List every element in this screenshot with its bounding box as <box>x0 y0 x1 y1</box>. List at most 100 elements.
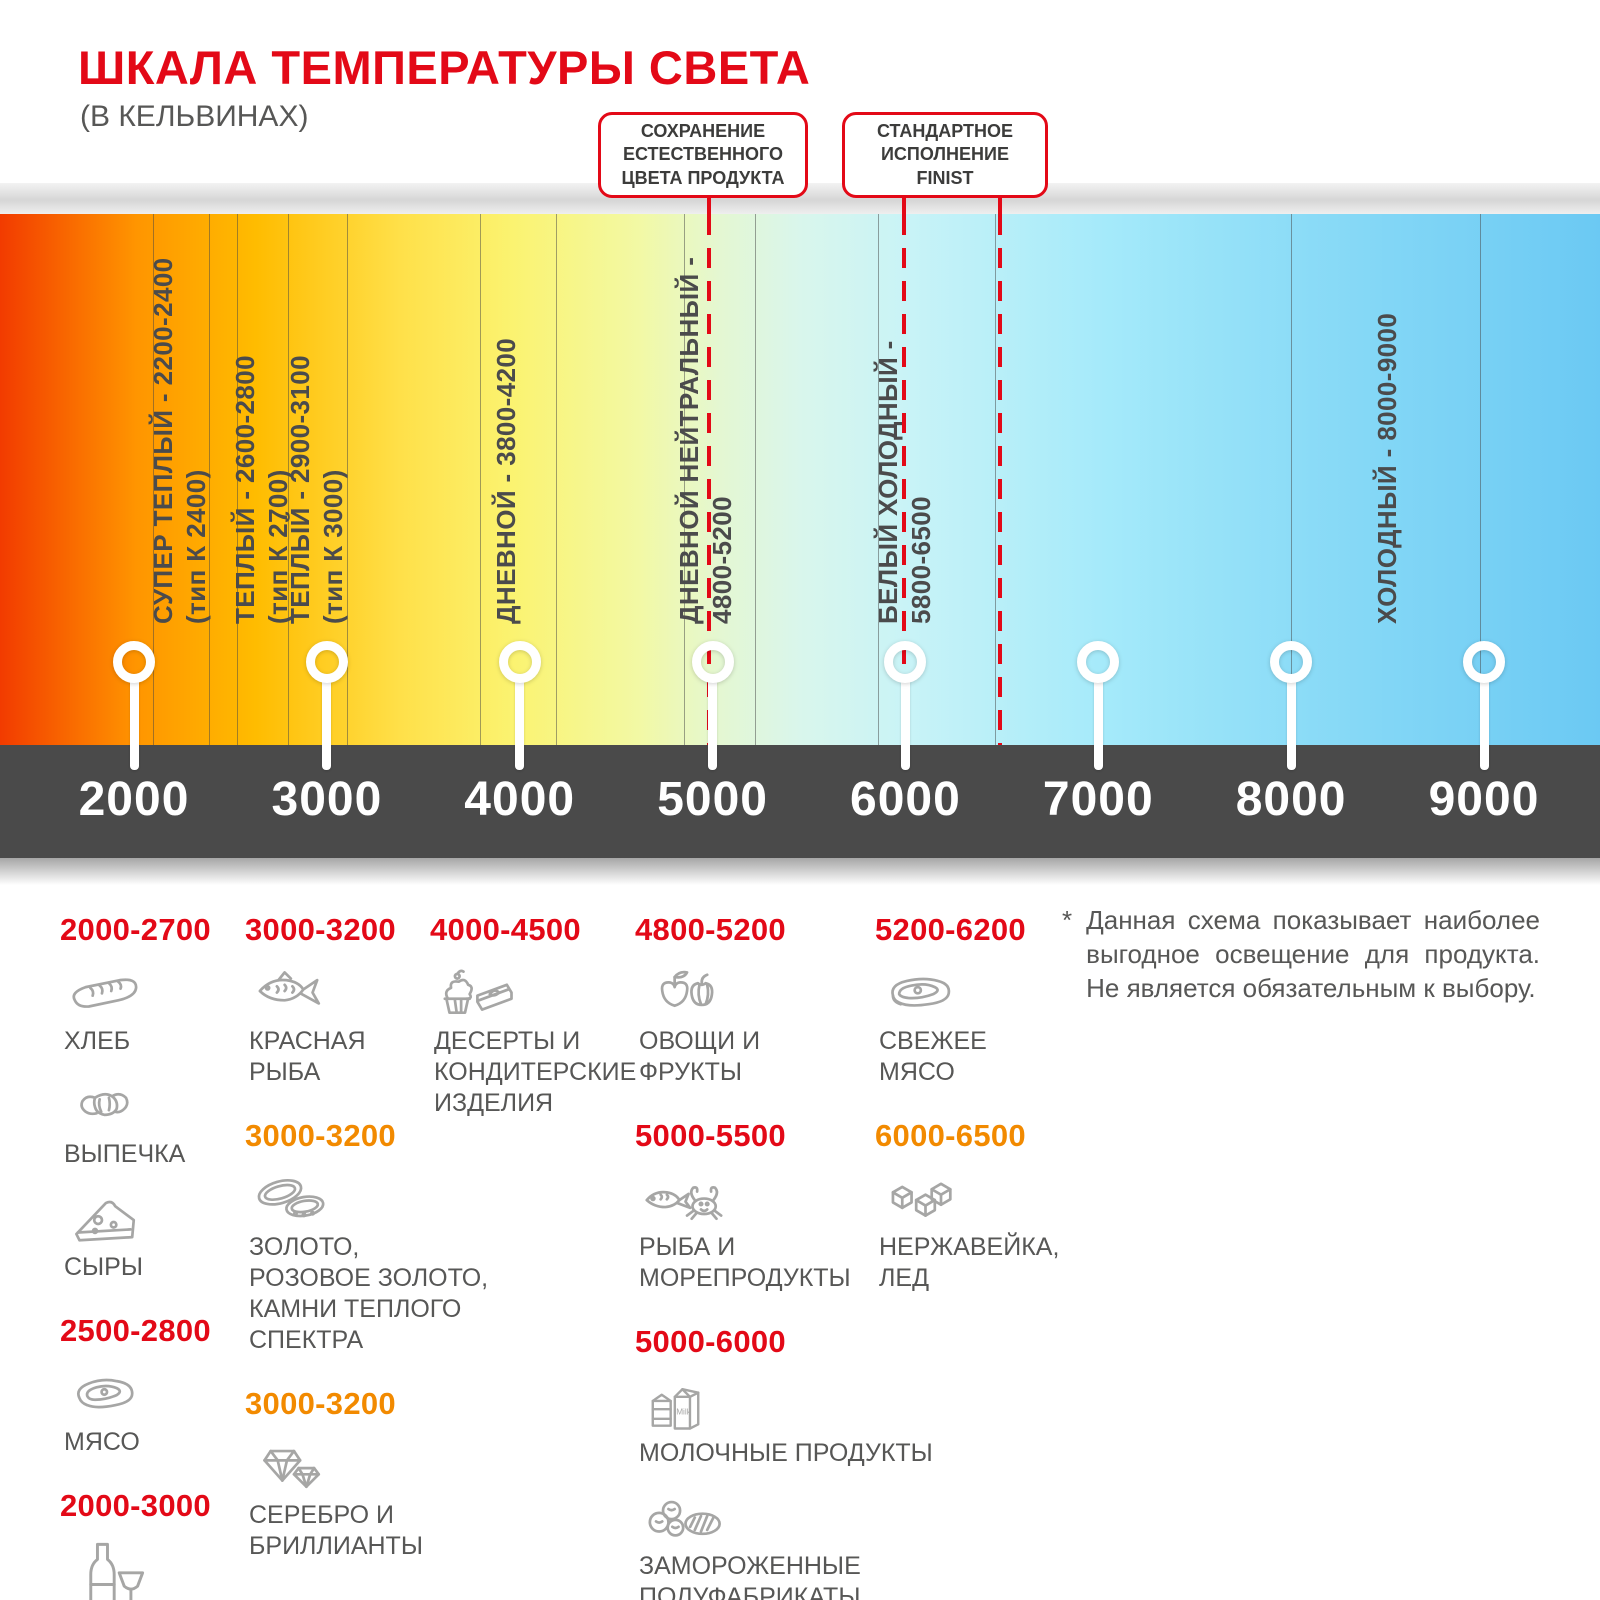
band-label: ТЕПЛЫЙ - 2900-3100 (тип К 3000) <box>284 355 350 624</box>
legend-item: ЗОЛОТО, РОЗОВОЕ ЗОЛОТО, КАМНИ ТЕПЛОГО СП… <box>245 1166 489 1356</box>
footnote-text: Данная схема показывает наиболее выгодно… <box>1086 905 1540 1003</box>
alcohol-icon <box>64 1536 184 1600</box>
legend-item: КРАСНАЯ РЫБА <box>245 960 460 1088</box>
steak-icon <box>879 960 999 1022</box>
frozen-icon <box>639 1485 759 1547</box>
callout-natural-color: СОХРАНЕНИЕ ЕСТЕСТВЕННОГО ЦВЕТА ПРОДУКТА <box>598 112 808 198</box>
tick-marker-stem <box>708 678 718 770</box>
legend-item: Milk МОЛОЧНЫЕ ПРОДУКТЫ <box>635 1372 933 1469</box>
page-subtitle: (В КЕЛЬВИНАХ) <box>80 100 309 133</box>
range-boundary-line <box>287 214 289 745</box>
callout-leader-line <box>997 193 1002 215</box>
range-heading: 3000-3200 <box>245 1386 396 1421</box>
legend-item-label: КРАСНАЯ РЫБА <box>249 1027 366 1086</box>
axis-tick-label: 2000 <box>78 773 190 826</box>
callout-dashed-line <box>706 215 711 745</box>
legend-item-label: ОВОЩИ И ФРУКТЫ <box>639 1027 761 1086</box>
range-heading: 4800-5200 <box>635 912 786 947</box>
tick-marker-circle <box>1077 641 1120 683</box>
legend-item-label: ЗАМОРОЖЕННЫЕ ПОЛУФАБРИКАТЫ <box>639 1552 861 1600</box>
legend-item-label: СЕРЕБРО И БРИЛЛИАНТЫ <box>249 1501 423 1560</box>
axis-tick-label: 9000 <box>1428 773 1540 826</box>
legend-item: СВЕЖЕЕ МЯСО <box>875 960 1080 1088</box>
band-label-main: ТЕПЛЫЙ - 2600-2800 <box>230 355 261 624</box>
legend-item: ХЛЕБ <box>60 960 240 1057</box>
band-label-main: ТЕПЛЫЙ - 2900-3100 <box>285 355 316 624</box>
axis-bar-shadow <box>0 858 1600 885</box>
legend-item: ВЫПЕЧКА <box>60 1073 240 1170</box>
callout-leader-line <box>706 193 711 215</box>
legend-item-label: НЕРЖАВЕЙКА, ЛЕД <box>879 1233 1060 1292</box>
range-heading: 3000-3200 <box>245 912 396 947</box>
range-boundary-line <box>237 214 238 745</box>
legend-column: 4000-4500 ДЕСЕРТЫ И КОНДИТЕРСКИЕ ИЗДЕЛИЯ <box>430 912 645 1149</box>
range-heading: 5000-5500 <box>635 1118 786 1153</box>
legend-column: 2000-2700 ХЛЕБ ВЫПЕЧКА СЫРЫ 2500-2800 МЯСО 200… <box>60 912 240 1600</box>
kelvin-axis-bar <box>0 745 1600 858</box>
tick-marker-circle <box>1463 641 1505 683</box>
rings-icon <box>249 1166 369 1228</box>
legend-column: 3000-3200 КРАСНАЯ РЫБА 3000-3200 ЗОЛОТО, РО… <box>245 912 489 1592</box>
tick-marker-stem <box>515 678 525 770</box>
legend-item: РЫБА И МОРЕПРОДУКТЫ <box>635 1166 885 1294</box>
tick-marker-stem <box>129 678 139 770</box>
legend-item: ДЕСЕРТЫ И КОНДИТЕРСКИЕ ИЗДЕЛИЯ <box>430 960 645 1119</box>
kelvin-gradient-bar <box>0 214 1600 745</box>
tick-marker-circle <box>691 641 734 683</box>
tick-marker-stem <box>1479 678 1489 770</box>
range-boundary-line <box>1480 214 1481 745</box>
callout-standard-finist-text: СТАНДАРТНОЕ ИСПОЛНЕНИЕ FINIST <box>876 121 1013 188</box>
tick-marker-circle <box>113 641 155 683</box>
band-label: СУПЕР ТЕПЛЫЙ - 2200-2400 (тип К 2400) <box>147 257 213 624</box>
legend-item-label: МОЛОЧНЫЕ ПРОДУКТЫ <box>639 1439 933 1467</box>
range-boundary-line <box>152 214 154 745</box>
band-label-sub: 4800-5200 <box>707 496 737 624</box>
range-heading: 2500-2800 <box>60 1313 211 1348</box>
range-boundary-line <box>878 214 879 745</box>
callout-dashed-line <box>901 215 906 745</box>
footnote: * Данная схема показывает наиболее выгод… <box>1062 903 1540 1005</box>
tick-marker-stem <box>1286 678 1296 770</box>
range-heading: 2000-3000 <box>60 1488 211 1523</box>
range-boundary-line <box>1291 214 1293 745</box>
dairy-icon: Milk <box>639 1372 759 1434</box>
tick-marker-circle <box>305 641 348 683</box>
range-boundary-line <box>994 214 996 745</box>
page-title: ШКАЛА ТЕМПЕРАТУРЫ СВЕТА <box>78 41 811 94</box>
legend-item-label: СЫРЫ <box>64 1253 143 1281</box>
legend-item: АКОГОЛЬ <box>60 1536 240 1600</box>
band-label-main: ДНЕВНОЙ - 3800-4200 <box>490 337 521 624</box>
tick-marker-stem <box>900 678 910 770</box>
tick-marker-stem <box>322 678 332 770</box>
band-label: ДНЕВНОЙ - 3800-4200 <box>490 338 523 624</box>
legend-item-label: ВЫПЕЧКА <box>64 1140 186 1168</box>
range-heading: 5200-6200 <box>875 912 1026 947</box>
band-label: ХОЛОДНЫЙ - 8000-9000 <box>1371 313 1404 624</box>
range-heading: 6000-6500 <box>875 1118 1026 1153</box>
footnote-asterisk: * <box>1062 905 1073 935</box>
legend-item: МЯСО <box>60 1361 240 1458</box>
legend-item: ЗАМОРОЖЕННЫЕ ПОЛУФАБРИКАТЫ <box>635 1485 885 1600</box>
callout-natural-color-text: СОХРАНЕНИЕ ЕСТЕСТВЕННОГО ЦВЕТА ПРОДУКТА <box>621 121 785 188</box>
tick-marker-circle <box>1270 641 1313 683</box>
tick-marker-stem <box>1093 678 1103 770</box>
range-heading: 4000-4500 <box>430 912 581 947</box>
legend-item-label: ЗОЛОТО, РОЗОВОЕ ЗОЛОТО, КАМНИ ТЕПЛОГО СП… <box>249 1233 489 1354</box>
legend-group: 4000-4500 ДЕСЕРТЫ И КОНДИТЕРСКИЕ ИЗДЕЛИЯ <box>430 912 645 1119</box>
meat-icon <box>64 1361 184 1423</box>
axis-tick-label: 3000 <box>271 773 383 826</box>
legend-item: НЕРЖАВЕЙКА, ЛЕД <box>875 1166 1080 1294</box>
legend-item: ОВОЩИ И ФРУКТЫ <box>635 960 885 1088</box>
range-boundary-line <box>755 214 756 745</box>
callout-leader-line <box>901 193 906 215</box>
legend-group: 3000-3200 ЗОЛОТО, РОЗОВОЕ ЗОЛОТО, КАМНИ Т… <box>245 1118 489 1356</box>
legend-item-label: ХЛЕБ <box>64 1027 131 1055</box>
band-label-main: БЕЛЫЙ ХОЛОДНЫЙ - <box>872 340 903 624</box>
croissant-icon <box>64 1073 184 1135</box>
range-boundary-line <box>209 214 210 745</box>
legend-group: 5000-6000 Milk МОЛОЧНЫЕ ПРОДУКТЫ ЗАМОРОЖЕНН… <box>635 1324 933 1600</box>
legend-group: 6000-6500 НЕРЖАВЕЙКА, ЛЕД <box>875 1118 1080 1294</box>
legend-group: 5200-6200 СВЕЖЕЕ МЯСО <box>875 912 1080 1088</box>
diamonds-icon <box>249 1434 369 1496</box>
